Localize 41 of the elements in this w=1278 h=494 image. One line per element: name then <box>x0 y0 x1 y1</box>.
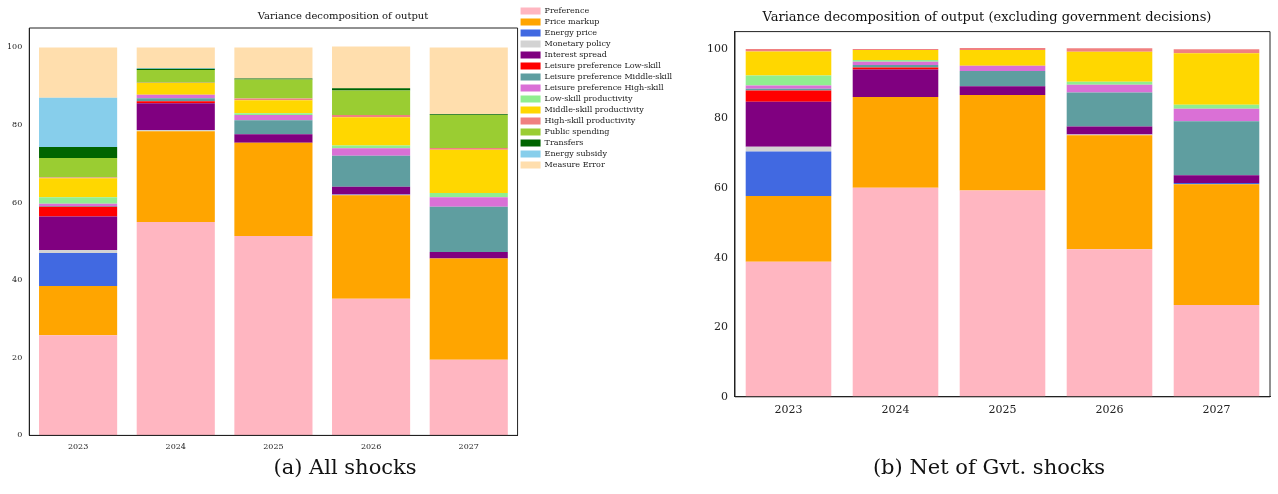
x-tick-label: 2024 <box>881 403 910 417</box>
x-tick-label: 2027 <box>1202 403 1231 417</box>
x-tick-label: 2026 <box>1095 403 1124 417</box>
y-tick-label: 0 <box>17 430 23 440</box>
legend-label: Energy price <box>544 28 598 38</box>
text: (b) Net of Gvt. shocks <box>871 455 1107 479</box>
legend-label: Price markup <box>544 17 600 27</box>
y-tick-label: 0 <box>721 389 728 403</box>
legend-label: Public spending <box>544 127 610 137</box>
x-tick-label: 2023 <box>67 442 89 452</box>
legend-label: Interest spread <box>544 50 607 60</box>
x-tick-label: 2026 <box>360 442 382 452</box>
x-tick-label: 2027 <box>458 442 479 452</box>
y-tick-label: 60 <box>12 197 23 207</box>
legend-label: Measure Error <box>544 160 605 170</box>
y-tick-label: 20 <box>714 320 728 334</box>
chart-title: Variance decomposition of output <box>256 9 429 21</box>
legend-label: Monetary policy <box>544 39 611 49</box>
y-tick-label: 60 <box>714 180 728 194</box>
y-tick-label: 40 <box>12 275 23 285</box>
legend-label: Middle-skill productivity <box>544 105 645 115</box>
legend-label: Preference <box>544 6 590 16</box>
x-tick-label: 2025 <box>988 403 1017 417</box>
legend-label: Energy subsidy <box>544 149 608 159</box>
legend-label: Low-skill productivity <box>544 94 634 104</box>
y-tick-label: 100 <box>6 42 23 52</box>
text: (a) All shocks <box>272 455 418 479</box>
x-tick-label: 2024 <box>165 442 186 452</box>
legend-label: High-skill productivity <box>544 116 636 126</box>
x-tick-label: 2025 <box>263 442 284 452</box>
y-tick-label: 40 <box>714 250 728 264</box>
y-tick-label: 20 <box>12 352 23 362</box>
y-tick-label: 100 <box>707 41 728 55</box>
legend-label: Leisure preference High-skill <box>544 83 664 93</box>
y-tick-label: 80 <box>12 120 23 130</box>
legend-label: Leisure preference Low-skill <box>544 61 662 71</box>
chart-title: Variance decomposition of output (excluding government decisions) <box>761 9 1212 25</box>
x-tick-label: 2023 <box>774 403 803 417</box>
legend-label: Transfers <box>544 138 584 148</box>
y-tick-label: 80 <box>714 111 728 125</box>
legend-label: Leisure preference Middle-skill <box>544 72 673 82</box>
